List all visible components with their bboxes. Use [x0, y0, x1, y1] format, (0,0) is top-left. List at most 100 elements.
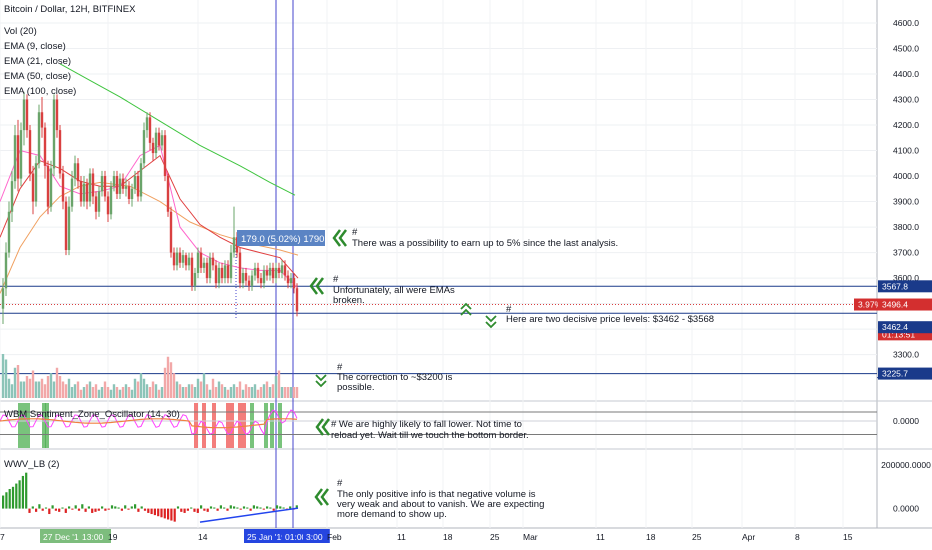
price-label: 3225.7 [882, 369, 908, 379]
candle-body [262, 270, 266, 284]
oscillator-signal-line [0, 418, 298, 429]
oscillator-zone-bar [194, 403, 198, 448]
candle-body [97, 191, 101, 212]
volume-bar [118, 389, 122, 398]
candle-body [220, 267, 224, 279]
wwv-bar [249, 508, 252, 511]
wwv-bar [130, 506, 133, 509]
time-label: 25 Jan '19 [247, 532, 286, 542]
double-chevron-down-icon [315, 374, 327, 382]
wwv-bar [15, 483, 18, 509]
header-legend: Bitcoin / Dollar, 12H, BITFINEX Vol (20)… [4, 4, 136, 97]
candle-body [25, 99, 29, 131]
wwv-bar [21, 475, 24, 509]
volume-bar [145, 384, 149, 398]
double-chevron-up-icon [460, 302, 472, 310]
candle-body [67, 206, 71, 251]
candle-body [232, 237, 236, 253]
indicator-ema50[interactable]: EMA (50, close) [4, 71, 71, 82]
volume-bar [244, 384, 248, 398]
candle-body [247, 280, 251, 286]
indicator-ema9[interactable]: EMA (9, close) [4, 41, 66, 52]
candle-body [289, 278, 293, 284]
volume-bar [280, 387, 284, 398]
candle-body [115, 176, 119, 194]
wwv-bar [97, 508, 100, 511]
candle-body [193, 272, 197, 286]
candle-body [292, 278, 296, 289]
indicator-ema21[interactable]: EMA (21, close) [4, 56, 71, 67]
candle-body [163, 135, 167, 177]
candle-body [112, 176, 116, 187]
candle-body [85, 183, 89, 202]
annotation-4-line-2: possible. [337, 382, 375, 393]
volume-bar [124, 384, 128, 398]
volume-bar [46, 376, 50, 398]
wwv-bar [74, 505, 77, 509]
wwv-bar [269, 507, 272, 509]
wwv-bar [48, 508, 51, 515]
candle-body [256, 267, 260, 279]
candle-body [229, 252, 233, 279]
annotation-2-line-2: broken. [333, 295, 365, 306]
indicator-vol[interactable]: Vol (20) [4, 26, 37, 37]
wwv-bar [170, 508, 173, 521]
wwv-bar [209, 506, 213, 509]
candle-body [79, 181, 83, 202]
candle-body [238, 252, 242, 284]
time-label: 27 Dec '18 [43, 532, 84, 542]
wwv-bar [8, 489, 11, 509]
wwv-bar [266, 506, 269, 509]
wwv-title[interactable]: WWV_LB (2) [4, 459, 59, 470]
candle-body [214, 265, 218, 284]
wwv-bar [77, 508, 81, 511]
price-tick: 3600.0 [893, 273, 919, 283]
volume-bar [265, 381, 269, 398]
wwv-bar [213, 507, 216, 509]
oscillator-zone-bar [270, 403, 274, 448]
wwv-bar [226, 508, 229, 511]
candle-body [133, 176, 137, 189]
annotation-6-symbol: # [337, 478, 343, 489]
wwv-bar [252, 505, 255, 509]
volume-bar [208, 389, 212, 398]
candle-body [10, 181, 14, 212]
wwv-bar [84, 508, 87, 512]
volume-bar [76, 381, 80, 398]
time-label: 25 [692, 532, 702, 542]
volume-bar [94, 384, 98, 398]
wwv-bar [114, 506, 117, 509]
volume-bar [277, 370, 281, 398]
volume-bar [217, 381, 221, 398]
candle-body [139, 163, 143, 197]
volume-bar [28, 378, 32, 398]
candle-body [4, 252, 8, 289]
annotations: # There was a possibility to earn up to … [331, 227, 714, 520]
candle-body [208, 257, 212, 279]
wwv-bar [262, 508, 265, 510]
oscillator-title[interactable]: WBM Sentiment_Zone_Oscillator (14, 30) [4, 409, 180, 420]
wwv-bar [246, 507, 249, 509]
volume-bar [58, 376, 62, 398]
candle-body [142, 130, 146, 164]
candle-body [31, 173, 35, 202]
oscillator-zone-bar [238, 403, 242, 448]
time-label-bg [303, 529, 330, 543]
wwv-bar [44, 507, 48, 509]
oscillator-zone-bar [226, 403, 230, 448]
candle-body [91, 173, 95, 197]
annotation-4-symbol: # [337, 362, 343, 373]
time-label: 19 [108, 532, 118, 542]
volume-bar [211, 378, 215, 398]
wwv-bar [167, 508, 170, 520]
ema-line [0, 154, 299, 279]
annotation-5-line-1: # We are highly likely to fall lower. No… [331, 419, 522, 430]
candle-body [241, 272, 245, 284]
wwv-bar [94, 508, 97, 512]
indicator-ema100[interactable]: EMA (100, close) [4, 86, 76, 97]
candle-body [70, 178, 74, 207]
wwv-bar [104, 508, 107, 511]
volume-bar [229, 387, 233, 398]
volume-bar [259, 387, 263, 398]
